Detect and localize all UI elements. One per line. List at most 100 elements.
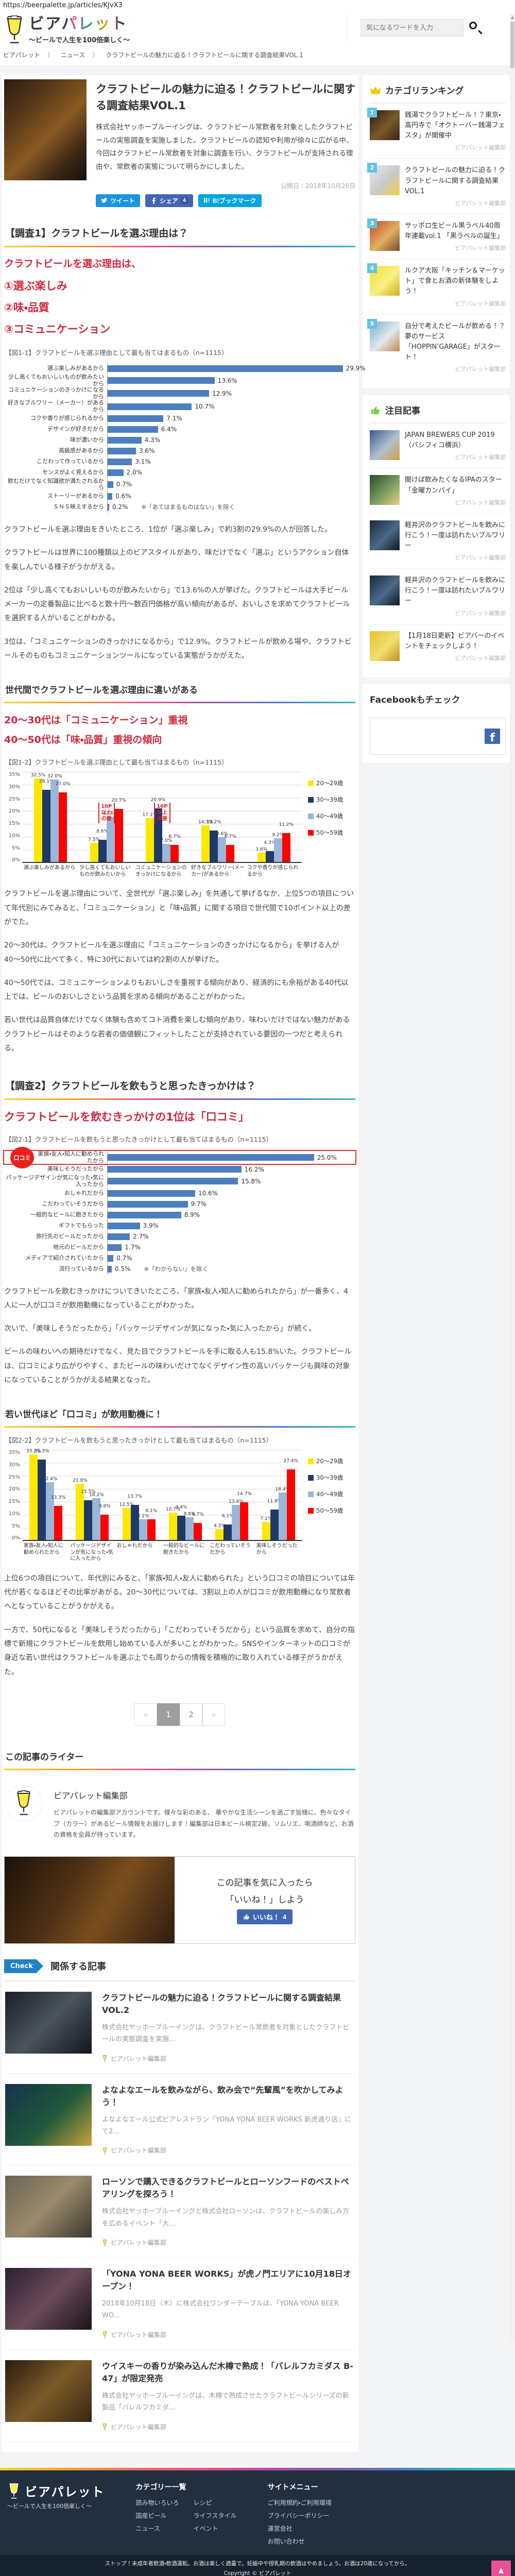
featured-item[interactable]: 聞けば飲みたくなるIPAのスター「金曜カンパイ」 ビアパレット編集部 xyxy=(370,468,506,514)
footer-category-link[interactable]: ライフスタイル xyxy=(193,2512,237,2519)
related-article[interactable]: ウイスキーの香りが染み込んだ木樽で熟成！「バレルフカミダス B-47」が限定発売… xyxy=(4,2350,355,2442)
featured-item-title[interactable]: 軽井沢のクラフトビールを飲みに行こう！一度は訪れたいブルワリー xyxy=(405,521,506,550)
related-article[interactable]: クラフトビールの魅力に迫る！クラフトビールに関する調査結果VOL.2 株式会社ヤ… xyxy=(4,1981,355,2074)
footer-sitemenu-link[interactable]: 運営会社 xyxy=(267,2524,293,2532)
related-article-author[interactable]: ビアパレット編集部 xyxy=(111,2239,166,2247)
footer-sitemenu-link[interactable]: プライバシーポリシー xyxy=(267,2512,330,2519)
ranking-item[interactable]: 5 自分で考えたビールが飲める！？夢のサービス「HOPPIN’GARAGE」がス… xyxy=(367,315,506,380)
breadcrumb-item[interactable]: クラフトビールの魅力に迫る！クラフトビールに関する調査結果VOL.1 xyxy=(106,52,303,59)
related-article-author[interactable]: ビアパレット編集部 xyxy=(111,2331,166,2338)
chart-bar: 27.4% xyxy=(284,1459,298,1540)
related-article-title[interactable]: 「YONA YONA BEER WORKS」が虎ノ門エリアに10月18日オープン… xyxy=(102,2269,351,2292)
writer-name[interactable]: ビアパレット編集部 xyxy=(54,1790,128,1801)
ranking-item[interactable]: 4 ルクア大阪「キッチン＆マーケット」で食とお酒の新体験をしよう！ ビアパレット… xyxy=(367,259,506,315)
page-scrollbar[interactable]: ▲ xyxy=(510,14,515,2342)
facebook-page-widget[interactable]: f xyxy=(370,717,506,755)
ranking-item-title[interactable]: ルクア大阪「キッチン＆マーケット」で食とお酒の新体験をしよう！ xyxy=(405,267,506,296)
related-article-title[interactable]: ローソンで購入できるクラフトビールとローソンフードのベストペアリングを探ろう！ xyxy=(102,2177,349,2199)
ranking-item-author[interactable]: ビアパレット編集部 xyxy=(455,245,506,252)
related-article-author[interactable]: ビアパレット編集部 xyxy=(111,2055,166,2062)
featured-item-author[interactable]: ビアパレット編集部 xyxy=(455,609,506,617)
featured-item[interactable]: 軽井沢のクラフトビールを飲みに行こう！一度は訪れたいブルワリー ビアパレット編集… xyxy=(370,569,506,624)
facebook-like-button[interactable]: いいね！ 4 xyxy=(236,1909,293,1925)
featured-heading: 注目記事 xyxy=(385,406,420,417)
ranking-item-author[interactable]: ビアパレット編集部 xyxy=(455,199,506,207)
featured-item[interactable]: 軽井沢のクラフトビールを飲みに行こう！一度は訪れたいブルワリー ビアパレット編集… xyxy=(370,514,506,569)
featured-item-author[interactable]: ビアパレット編集部 xyxy=(455,454,506,461)
ranking-item[interactable]: 2 クラフトビールの魅力に迫る！クラフトビールに関する調査結果VOL.1 ビアパ… xyxy=(367,159,506,214)
writer-avatar[interactable] xyxy=(5,1784,42,1822)
related-article[interactable]: 「YONA YONA BEER WORKS」が虎ノ門エリアに10月18日オープン… xyxy=(4,2258,355,2350)
featured-item-author[interactable]: ビアパレット編集部 xyxy=(455,499,506,506)
chart-bar-group: 4.3% 6.1% 13.6% 14.7% xyxy=(214,1450,252,1540)
related-article-author[interactable]: ビアパレット編集部 xyxy=(111,2423,166,2431)
breadcrumb-item[interactable]: ビアパレット xyxy=(3,52,40,59)
featured-item-title[interactable]: 聞けば飲みたくなるIPAのスター「金曜カンパイ」 xyxy=(405,476,502,495)
related-article[interactable]: ローソンで購入できるクラフトビールとローソンフードのベストペアリングを探ろう！ … xyxy=(4,2165,355,2258)
footer-sitemenu-link[interactable]: お問い合わせ xyxy=(267,2537,305,2545)
chart-bar: 13.6% xyxy=(229,1499,244,1540)
footer-category-link[interactable]: 国産ビール xyxy=(135,2512,167,2519)
ranking-item-title[interactable]: サッポロ生ビール黒ラベル40周年連載vol.1 「黒ラベルの誕生」 xyxy=(405,222,504,240)
chart-bar xyxy=(108,1178,238,1185)
scrollbar-thumb[interactable] xyxy=(510,22,514,68)
ranking-item-title[interactable]: 自分で考えたビールが飲める！？夢のサービス「HOPPIN’GARAGE」がスター… xyxy=(405,322,506,361)
footer-categories-heading: カテゴリー一覧 xyxy=(135,2483,186,2492)
rank-badge: 1 xyxy=(367,108,377,117)
footer-category-link[interactable]: ニュース xyxy=(135,2524,160,2532)
related-article-title[interactable]: よなよなエールを飲みながら、飲み会で“先輩風”を吹かしてみよう！ xyxy=(102,2084,344,2107)
related-article-author[interactable]: ビアパレット編集部 xyxy=(111,2147,166,2155)
site-logo[interactable]: ビアパレット 〜ビールで人生を100倍楽しく〜 xyxy=(3,11,130,44)
x-tick-label: コミュニケーションのきっかけになるから xyxy=(135,865,187,877)
ranking-item-title[interactable]: 銭湯でクラフトビール！？東京・高円寺で「オクトーバー銭湯フェスタ」が開催中 xyxy=(405,111,505,140)
beer-glass-icon xyxy=(102,2424,107,2430)
featured-item-title[interactable]: 軽井沢のクラフトビールを飲みに行こう！一度は訪れたいブルワリー xyxy=(405,577,506,605)
featured-item-title[interactable]: JAPAN BREWERS CUP 2019（パシフィコ横浜） xyxy=(405,431,495,450)
search-input[interactable] xyxy=(360,19,464,37)
related-article[interactable]: よなよなエールを飲みながら、飲み会で“先輩風”を吹かしてみよう！ よなよなエール… xyxy=(4,2074,355,2166)
ranking-item-author[interactable]: ビアパレット編集部 xyxy=(455,366,506,373)
ranking-item[interactable]: 3 サッポロ生ビール黒ラベル40周年連載vol.1 「黒ラベルの誕生」 ビアパレ… xyxy=(367,214,506,260)
published-date: 公開日：2018年10月26日 xyxy=(280,182,355,190)
chart-plot-area: 35% 30% 25% 20% 15% 10% 5% 0% 33.2% 31.3% 22.4% 13.… xyxy=(4,1449,302,1563)
ranking-item-thumbnail: 3 xyxy=(367,218,400,251)
footer-category-link[interactable]: イベント xyxy=(193,2524,218,2532)
chart-category-label: ストーリーがあるから xyxy=(47,493,104,500)
scrollbar-up-icon[interactable]: ▲ xyxy=(510,15,514,20)
ranking-item-author[interactable]: ビアパレット編集部 xyxy=(455,300,506,307)
chart-category-label: 少し高くてもおいしいものが飲みたいから xyxy=(8,373,104,387)
back-to-top-button[interactable]: ▲ xyxy=(491,2561,511,2576)
y-tick-label: 25% xyxy=(8,796,20,802)
ranking-item-author[interactable]: ビアパレット編集部 xyxy=(455,144,506,151)
related-article-title[interactable]: クラフトビールの魅力に迫る！クラフトビールに関する調査結果VOL.2 xyxy=(102,1992,341,2015)
search-button[interactable] xyxy=(469,21,483,35)
featured-item-author[interactable]: ビアパレット編集部 xyxy=(455,654,506,662)
footer-category-link[interactable]: 読み物いろいろ xyxy=(135,2499,179,2506)
featured-item-title[interactable]: 【1月18日更新】ビアバーのイベントをチェックしよう！ xyxy=(405,632,505,650)
pagination-page-1[interactable]: 1 xyxy=(157,1703,180,1726)
pagination-next[interactable]: » xyxy=(202,1703,225,1726)
featured-item-author[interactable]: ビアパレット編集部 xyxy=(455,554,506,562)
footer-logo[interactable]: ビアパレット xyxy=(7,2482,105,2500)
pagination-prev[interactable]: « xyxy=(134,1703,157,1726)
footer-sitemenu-link[interactable]: ご利用規約・ご利用環境 xyxy=(267,2499,332,2506)
related-article-title[interactable]: ウイスキーの香りが染み込んだ木樽で熟成！「バレルフカミダス B-47」が限定発売 xyxy=(102,2361,353,2383)
tweet-button[interactable]: ツイート xyxy=(96,194,141,207)
chart-value-label: 21.8% xyxy=(73,1478,88,1484)
legend-swatch xyxy=(308,1458,314,1464)
chart-value-label: 7.5% xyxy=(88,837,100,842)
featured-item[interactable]: JAPAN BREWERS CUP 2019（パシフィコ横浜） ビアパレット編集… xyxy=(370,423,506,469)
chart-bar xyxy=(108,1233,130,1240)
facebook-icon xyxy=(152,197,156,204)
chart-value-label: 25.0% xyxy=(317,1154,337,1161)
chart-category-label: 家族・友人・知人に勧められたから xyxy=(38,1150,104,1164)
ranking-item[interactable]: 1 銭湯でクラフトビール！？東京・高円寺で「オクトーバー銭湯フェスタ」が開催中 … xyxy=(367,104,506,159)
hatena-bookmark-button[interactable]: B! B!ブックマーク xyxy=(198,194,262,207)
facebook-check-heading: Facebookもチェック xyxy=(370,694,460,705)
facebook-share-button[interactable]: シェア 4 xyxy=(145,194,194,207)
footer-category-link[interactable]: レシピ xyxy=(193,2499,212,2506)
ranking-item-title[interactable]: クラフトビールの魅力に迫る！クラフトビールに関する調査結果VOL.1 xyxy=(405,166,506,195)
featured-item[interactable]: 【1月18日更新】ビアバーのイベントをチェックしよう！ ビアパレット編集部 xyxy=(370,624,506,669)
breadcrumb-item[interactable]: ニュース xyxy=(60,52,85,59)
pagination-page-2[interactable]: 2 xyxy=(180,1703,202,1726)
